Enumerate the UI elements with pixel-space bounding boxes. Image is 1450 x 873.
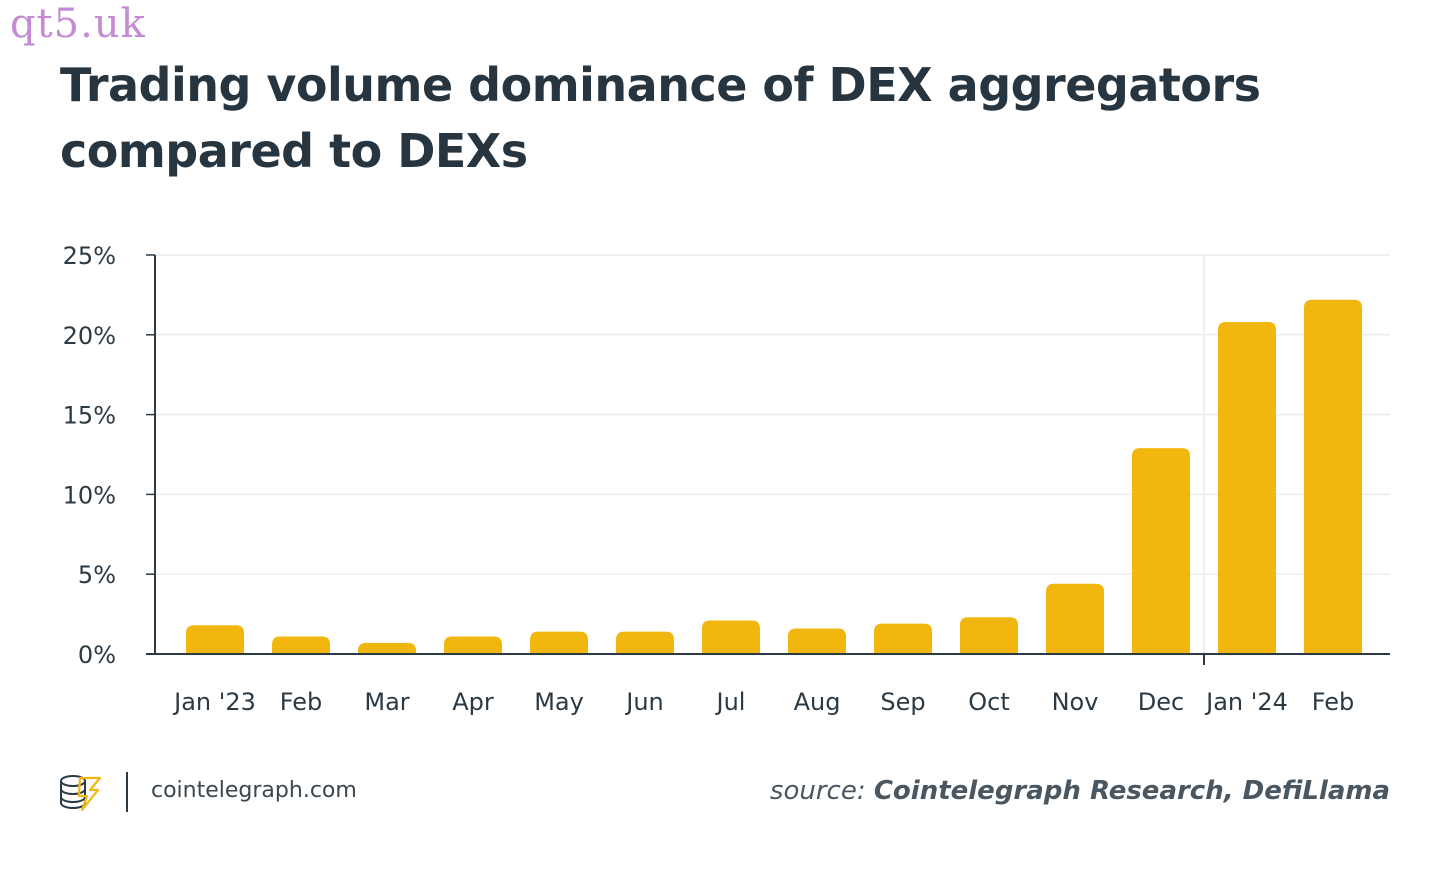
bar-2	[358, 642, 416, 654]
source-name: Cointelegraph Research, DefiLlama	[873, 776, 1390, 806]
x-tick-label: Apr	[452, 688, 494, 716]
bar-3	[444, 636, 502, 654]
x-tick-label: Feb	[280, 688, 323, 716]
footer-site-link[interactable]: cointelegraph.com	[151, 778, 357, 803]
footer-divider	[126, 772, 128, 812]
x-tick-label: Mar	[364, 688, 409, 716]
bar-12	[1218, 322, 1276, 654]
bar-7	[788, 628, 846, 654]
chart-title: Trading volume dominance of DEX aggregat…	[60, 58, 1261, 178]
y-tick-label: 5%	[78, 561, 116, 589]
y-tick-label: 25%	[63, 242, 116, 270]
bar-11	[1132, 448, 1190, 654]
x-tick-label: May	[534, 688, 584, 716]
bar-0	[186, 625, 244, 654]
cointelegraph-logo-icon	[58, 772, 104, 812]
x-tick-label: Aug	[794, 688, 841, 716]
bar-6	[702, 620, 760, 654]
x-tick-label: Oct	[968, 688, 1010, 716]
y-tick-label: 10%	[63, 481, 116, 509]
y-tick-label: 0%	[78, 641, 116, 669]
source-credit: source: Cointelegraph Research, DefiLlam…	[770, 776, 1390, 806]
x-tick-label: Jan '23	[172, 688, 256, 716]
bar-1	[272, 636, 330, 654]
bar-10	[1046, 583, 1104, 654]
bar-4	[530, 631, 588, 654]
x-tick-label: Nov	[1052, 688, 1099, 716]
x-tick-label: Jul	[715, 688, 746, 716]
x-tick-label: Feb	[1312, 688, 1355, 716]
bar-5	[616, 631, 674, 654]
bar-13	[1304, 299, 1362, 654]
x-tick-label: Dec	[1138, 688, 1184, 716]
x-tick-label: Sep	[880, 688, 925, 716]
bar-9	[960, 617, 1018, 654]
y-tick-label: 20%	[63, 322, 116, 350]
y-tick-label: 15%	[63, 402, 116, 430]
x-tick-label: Jun	[624, 688, 664, 716]
x-tick-label: Jan '24	[1204, 688, 1288, 716]
bar-8	[874, 623, 932, 654]
watermark: qt5.uk	[10, 1, 146, 47]
source-prefix: source:	[769, 776, 874, 806]
